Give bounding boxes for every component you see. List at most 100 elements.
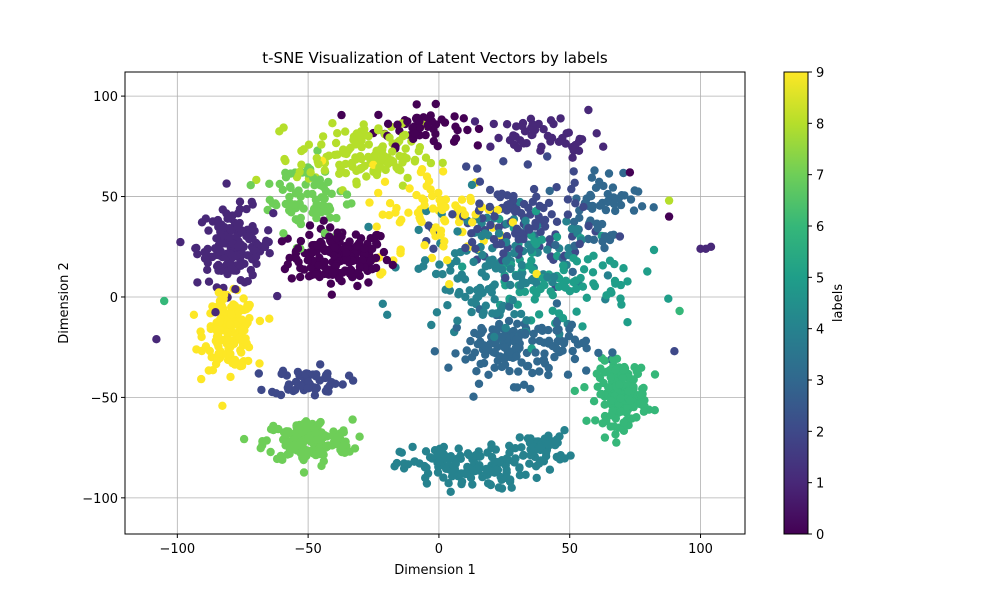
- colorbar: [783, 71, 809, 535]
- scatter-point: [512, 352, 521, 361]
- scatter-point: [296, 448, 305, 458]
- scatter-point: [468, 480, 477, 489]
- scatter-point: [529, 184, 539, 194]
- scatter-point: [570, 386, 579, 396]
- scatter-point: [415, 117, 424, 126]
- scatter-point: [315, 446, 325, 456]
- scatter-point: [201, 342, 211, 351]
- scatter-point: [272, 201, 281, 210]
- scatter-point: [225, 320, 235, 329]
- scatter-point: [265, 314, 274, 323]
- colorbar-ticks: 0 1 2 3 4 5 6 7 8 9: [808, 66, 824, 543]
- scatter-point: [360, 244, 369, 253]
- scatter-point: [439, 450, 449, 459]
- scatter-point: [337, 447, 346, 457]
- scatter-point: [559, 261, 568, 270]
- scatter-point: [588, 268, 598, 277]
- scatter-point: [463, 125, 472, 135]
- scatter-point: [598, 237, 607, 246]
- scatter-point: [639, 407, 649, 416]
- scatter-point: [460, 275, 470, 284]
- scatter-point: [364, 140, 373, 149]
- scatter-point: [571, 276, 581, 285]
- scatter-point: [316, 180, 325, 189]
- scatter-point: [313, 146, 322, 155]
- scatter-point: [457, 469, 466, 478]
- scatter-point: [616, 200, 626, 210]
- scatter-point: [500, 360, 510, 369]
- scatter-point: [191, 244, 200, 253]
- scatter-point: [469, 392, 478, 401]
- colorbar-tick-label: 0: [816, 528, 824, 543]
- scatter-point: [606, 411, 616, 420]
- scatter-point: [493, 205, 502, 215]
- scatter-point: [252, 175, 261, 185]
- scatter-point: [573, 340, 583, 349]
- scatter-point: [603, 189, 612, 199]
- scatter-point: [237, 227, 247, 236]
- scatter-point: [539, 125, 548, 134]
- scatter-point: [431, 223, 441, 232]
- scatter-point: [486, 142, 495, 151]
- scatter-point: [527, 276, 536, 285]
- scatter-point: [483, 465, 492, 474]
- scatter-point: [420, 463, 430, 472]
- scatter-point: [344, 371, 354, 380]
- scatter-point: [451, 201, 460, 210]
- scatter-point: [331, 379, 340, 388]
- scatter-point: [589, 235, 599, 244]
- scatter-point: [304, 272, 314, 281]
- scatter-point: [364, 222, 373, 232]
- scatter-point: [451, 134, 461, 143]
- scatter-point: [573, 225, 582, 234]
- scatter-point: [512, 224, 522, 233]
- scatter-point: [421, 130, 430, 140]
- scatter-point: [214, 349, 223, 358]
- scatter-point: [475, 177, 485, 186]
- scatter-point: [539, 356, 548, 365]
- scatter-point: [532, 473, 541, 483]
- scatter-point: [478, 250, 487, 260]
- scatter-point: [200, 248, 209, 257]
- scatter-point: [609, 354, 618, 364]
- scatter-point: [235, 218, 244, 228]
- scatter-point: [569, 254, 578, 263]
- scatter-point: [317, 461, 326, 471]
- scatter-point: [485, 185, 495, 195]
- scatter-point: [474, 379, 484, 388]
- scatter-point: [264, 226, 273, 235]
- scatter-point: [467, 229, 476, 238]
- scatter-point: [481, 301, 490, 310]
- scatter-point: [299, 145, 308, 154]
- scatter-point: [456, 451, 465, 460]
- scatter-point: [323, 384, 332, 393]
- scatter-point: [519, 380, 529, 389]
- scatter-point: [337, 110, 346, 120]
- scatter-point: [545, 186, 554, 196]
- scatter-point: [229, 339, 239, 349]
- scatter-point: [421, 473, 430, 483]
- scatter-point: [548, 291, 557, 300]
- scatter-point: [222, 209, 231, 218]
- scatter-point: [570, 354, 580, 364]
- scatter-point: [338, 441, 348, 450]
- x-tick-label: 100: [688, 542, 713, 557]
- scatter-point: [479, 358, 489, 368]
- scatter-point: [508, 295, 517, 305]
- scatter-point: [581, 336, 591, 345]
- scatter-point: [514, 367, 523, 376]
- scatter-point: [587, 173, 597, 182]
- scatter-point: [311, 270, 321, 279]
- scatter-point: [547, 210, 556, 219]
- scatter-point: [559, 339, 569, 348]
- scatter-point: [283, 429, 292, 438]
- scatter-point: [591, 416, 600, 425]
- scatter-point: [569, 146, 579, 155]
- scatter-point: [352, 241, 362, 250]
- scatter-point: [600, 243, 609, 253]
- scatter-point: [474, 124, 484, 134]
- scatter-point: [380, 177, 390, 186]
- scatter-point: [439, 473, 448, 482]
- scatter-point: [643, 267, 652, 276]
- scatter-point: [438, 205, 447, 215]
